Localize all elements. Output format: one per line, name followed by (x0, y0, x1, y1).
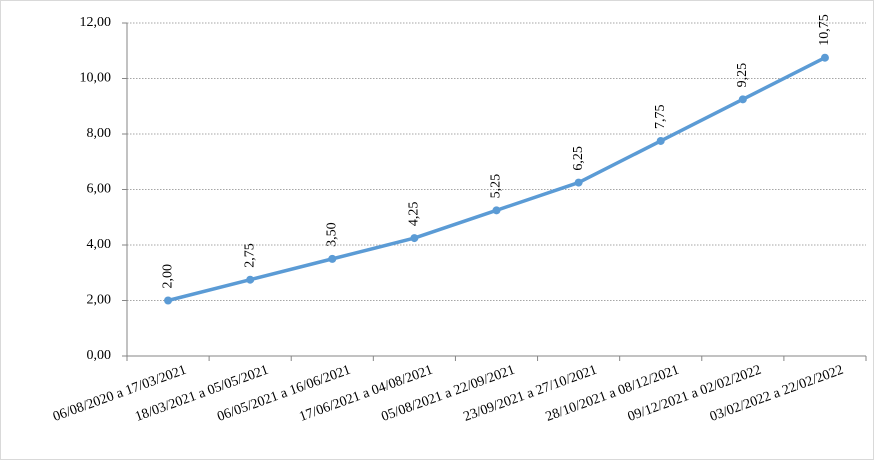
data-label: 2,00 (160, 264, 175, 289)
data-point (328, 254, 337, 263)
y-tick-label: 2,00 (87, 293, 112, 308)
data-label: 10,75 (817, 14, 832, 46)
data-point (164, 296, 173, 305)
data-point (574, 178, 583, 187)
y-tick-label: 4,00 (87, 237, 112, 252)
y-tick-label: 12,00 (80, 15, 112, 30)
data-label: 6,25 (571, 146, 586, 171)
data-point (410, 234, 419, 243)
data-label: 7,75 (653, 104, 668, 129)
y-tick-label: 10,00 (80, 71, 112, 86)
data-label: 4,25 (407, 202, 422, 227)
data-label: 2,75 (242, 243, 257, 268)
data-point (738, 95, 747, 104)
y-tick-label: 6,00 (87, 182, 112, 197)
y-tick-label: 8,00 (87, 126, 112, 141)
data-point (820, 53, 829, 62)
y-tick-label: 0,00 (87, 348, 112, 363)
data-point (656, 136, 665, 145)
data-point (246, 275, 255, 284)
data-point (492, 206, 501, 215)
data-label: 9,25 (735, 63, 750, 88)
data-label: 5,25 (489, 174, 504, 199)
data-label: 3,50 (324, 222, 339, 247)
